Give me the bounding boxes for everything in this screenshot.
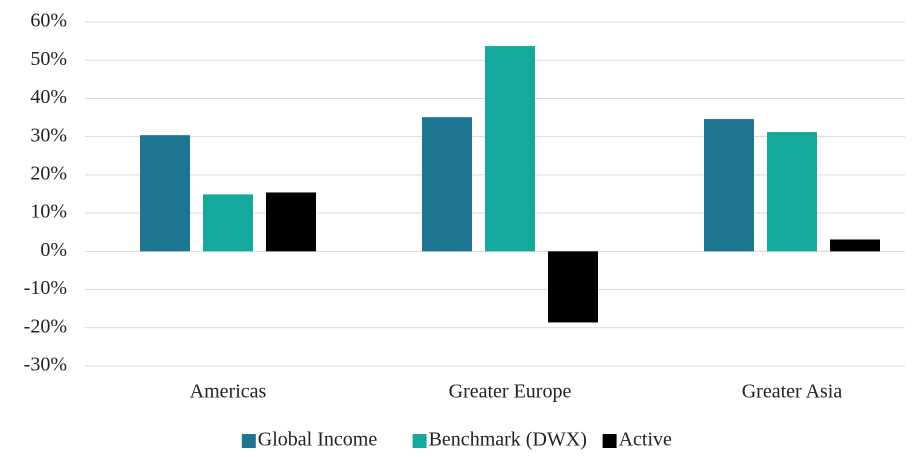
y-tick-label: 30% [30, 124, 67, 146]
x-tick-label: Greater Europe [449, 381, 572, 403]
legend-swatch [602, 434, 617, 448]
bar [548, 251, 598, 323]
y-tick-label: 50% [30, 48, 67, 70]
x-tick-label: Greater Asia [742, 381, 843, 403]
bar [767, 132, 817, 252]
bar [266, 192, 316, 252]
bar [140, 135, 190, 252]
y-tick-label: 0% [40, 239, 67, 261]
legend-label: Active [619, 429, 672, 451]
y-tick-label: -30% [24, 354, 67, 376]
y-tick-label: -10% [24, 277, 67, 299]
bar [704, 119, 754, 252]
bar [203, 194, 253, 252]
legend-label: Benchmark (DWX) [429, 429, 587, 451]
y-tick-label: 40% [30, 86, 67, 108]
bar [422, 117, 472, 252]
bar [830, 239, 880, 252]
legend-swatch [241, 434, 256, 448]
y-tick-label: 60% [30, 10, 67, 32]
legend-label: Global Income [258, 429, 378, 451]
y-tick-label: 20% [30, 162, 67, 184]
legend-swatch [412, 434, 427, 448]
y-tick-label: -20% [24, 315, 67, 337]
x-tick-label: Americas [190, 381, 267, 403]
bar [485, 46, 535, 252]
y-tick-label: 10% [30, 201, 67, 223]
